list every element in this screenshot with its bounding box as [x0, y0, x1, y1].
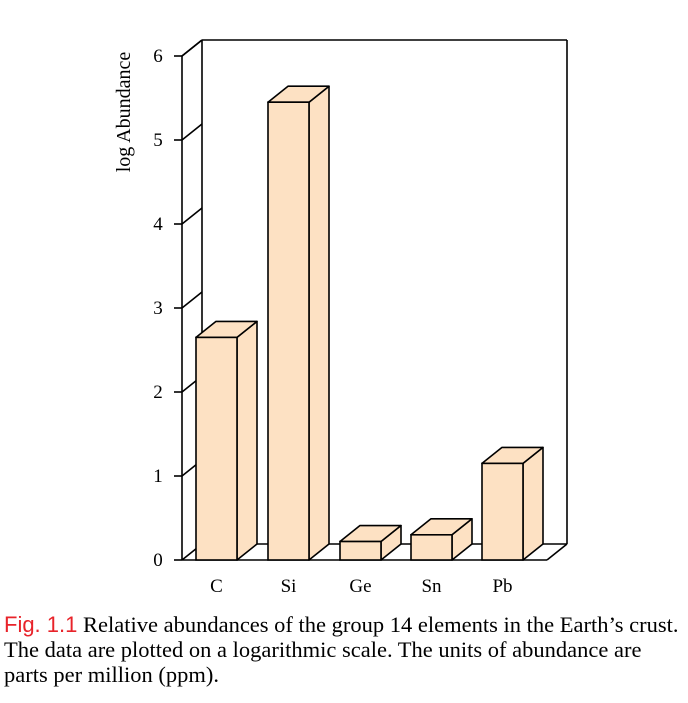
floor-right-edge — [546, 543, 568, 561]
bar-ge — [339, 524, 402, 561]
figure-caption: Fig. 1.1 Relative abundances of the grou… — [4, 612, 684, 687]
y-gridline-connector — [181, 123, 203, 141]
bar-front — [195, 336, 238, 561]
bar-front — [267, 101, 310, 561]
caption-text: Relative abundances of the group 14 elem… — [4, 612, 679, 687]
y-tick-label: 3 — [153, 298, 163, 319]
x-category-label: C — [210, 576, 223, 597]
bar-front — [339, 540, 382, 561]
y-tick-label: 1 — [153, 466, 163, 487]
bar-side — [308, 85, 330, 561]
y-gridline-connector — [181, 39, 203, 57]
bar-side — [522, 446, 544, 561]
y-axis-label: log Abundance — [113, 52, 135, 173]
bar-c — [195, 320, 258, 561]
bar-chart: log Abundance 0 1 2 3 4 5 6 C Si Ge Sn Pb — [113, 39, 568, 597]
y-gridline-connector — [181, 291, 203, 309]
y-gridline-connector — [181, 207, 203, 225]
y-tick-label: 4 — [153, 214, 163, 235]
x-category-label: Ge — [349, 576, 371, 597]
chart-bars — [195, 85, 544, 561]
y-tick-label: 2 — [153, 382, 163, 403]
y-tick-label: 0 — [153, 550, 163, 571]
bar-pb — [481, 446, 544, 561]
bar-si — [267, 85, 330, 561]
x-category-label: Sn — [421, 576, 442, 597]
x-category-label: Si — [281, 576, 297, 597]
chart-labels: log Abundance 0 1 2 3 4 5 6 C Si Ge Sn Pb — [113, 46, 513, 597]
bar-front — [481, 462, 524, 561]
y-tick-label: 5 — [153, 130, 163, 151]
bar-front — [410, 533, 453, 561]
y-tick-label: 6 — [153, 46, 163, 67]
figure-number: Fig. 1.1 — [4, 612, 78, 637]
bar-side — [236, 320, 258, 561]
bar-sn — [410, 517, 473, 561]
x-category-label: Pb — [492, 576, 512, 597]
